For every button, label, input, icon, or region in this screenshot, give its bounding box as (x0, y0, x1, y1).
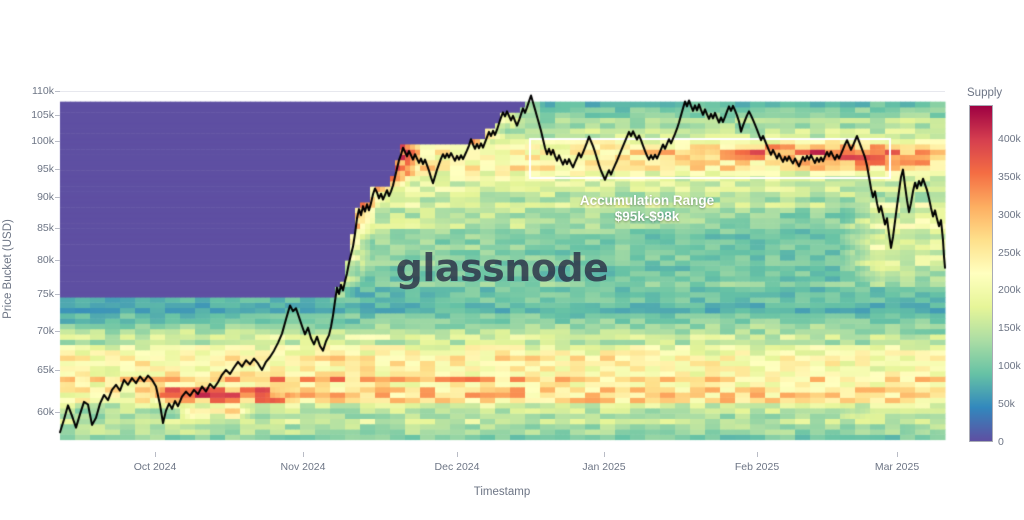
x-axis-title: Timestamp (473, 486, 531, 498)
colorbar-tick-label: 350k (998, 170, 1021, 183)
annotation-line-1: Accumulation Range (579, 193, 715, 208)
colorbar-tick-label: 300k (998, 208, 1021, 221)
x-tick-mark (457, 452, 458, 457)
x-tick-label: Feb 2025 (734, 461, 780, 473)
x-tick-label: Dec 2024 (434, 461, 480, 473)
y-tick-mark (55, 115, 60, 117)
supply-colorbar (969, 105, 993, 442)
y-tick-label: 70k (37, 324, 54, 337)
y-tick-mark (55, 90, 60, 92)
colorbar-tick-label: 50k (998, 397, 1015, 410)
y-tick-mark (55, 369, 60, 371)
y-tick-label: 110k (32, 84, 54, 97)
colorbar-tick-label: 400k (998, 133, 1021, 146)
annotation-line-2: $95k-$98k (614, 209, 680, 224)
x-tick-label: Mar 2025 (874, 461, 920, 473)
y-tick-label: 95k (37, 162, 54, 175)
x-tick-label: Jan 2025 (582, 461, 626, 473)
y-tick-mark (55, 141, 60, 143)
x-tick-mark (303, 452, 304, 457)
accumulation-range-annotation: Accumulation Range $95k-$98k (580, 193, 714, 225)
colorbar-tick-label: 100k (998, 360, 1021, 373)
y-tick-label: 100k (31, 135, 54, 148)
colorbar-tick-label: 200k (998, 284, 1021, 297)
y-tick-mark (55, 293, 60, 295)
colorbar-tick-label: 0 (998, 435, 1004, 448)
colorbar-tick-label: 150k (998, 322, 1021, 335)
y-tick-mark (55, 197, 60, 199)
y-tick-label: 60k (37, 406, 54, 419)
y-tick-label: 85k (37, 221, 54, 234)
y-axis-title: Price Bucket (USD) (2, 219, 14, 319)
y-tick-label: 75k (37, 287, 54, 300)
glassnode-watermark: glassnode (395, 246, 609, 290)
y-tick-label: 90k (37, 191, 54, 204)
colorbar-title: Supply (967, 87, 1003, 99)
x-tick-label: Nov 2024 (280, 461, 326, 473)
y-tick-mark (55, 412, 60, 414)
y-tick-mark (55, 227, 60, 229)
y-tick-mark (55, 168, 60, 170)
x-tick-label: Oct 2024 (133, 461, 177, 473)
x-tick-mark (155, 452, 156, 457)
y-tick-mark (55, 259, 60, 261)
y-tick-label: 65k (37, 363, 54, 376)
y-tick-mark (55, 330, 60, 332)
y-tick-label: 105k (31, 109, 54, 122)
plot-top-border (60, 91, 945, 92)
y-tick-label: 80k (37, 253, 54, 266)
colorbar-tick-label: 250k (998, 246, 1021, 259)
x-tick-mark (604, 452, 605, 457)
x-tick-mark (757, 452, 758, 457)
x-tick-mark (897, 452, 898, 457)
